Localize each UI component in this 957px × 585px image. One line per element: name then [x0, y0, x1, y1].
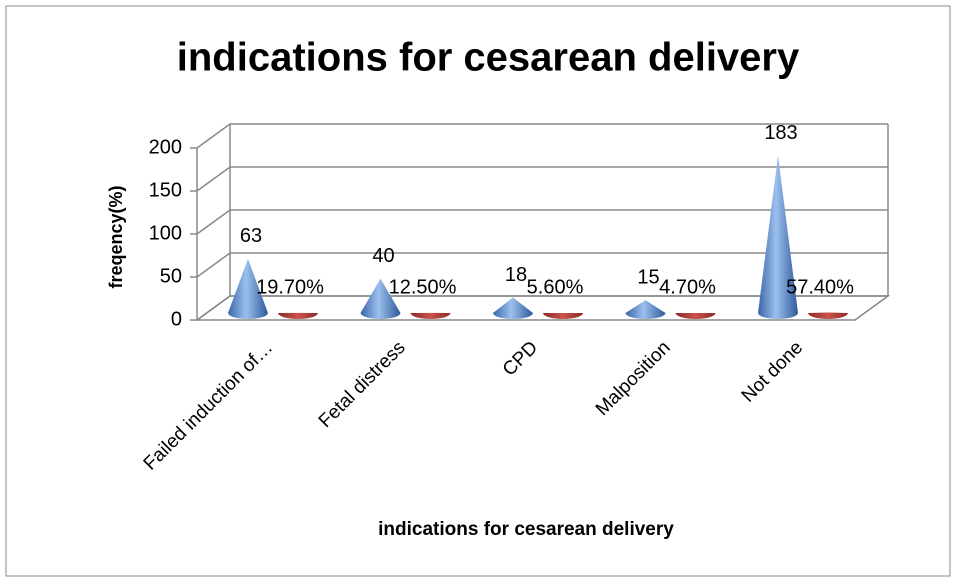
grid-line — [196, 166, 888, 192]
grid-line — [196, 295, 888, 321]
cone — [228, 258, 268, 319]
cone — [493, 297, 533, 319]
data-label: 5.60% — [527, 276, 584, 298]
y-tick-label: 150 — [149, 179, 182, 201]
y-tick-label: 0 — [171, 308, 182, 330]
cone — [625, 300, 666, 319]
cone — [360, 278, 401, 319]
x-axis-title: indications for cesarean delivery — [378, 519, 674, 540]
chart-title: indications for cesarean delivery — [177, 36, 800, 80]
y-tick-label: 200 — [149, 136, 182, 158]
grid-line — [196, 209, 888, 235]
data-label: 15 — [637, 266, 659, 288]
cone — [410, 312, 451, 319]
cone — [543, 312, 583, 319]
cone — [808, 312, 848, 319]
data-label: 57.40% — [786, 276, 854, 298]
cone — [675, 312, 716, 319]
data-label: 40 — [372, 245, 394, 267]
y-axis-title: freqency(%) — [106, 185, 126, 288]
cone — [758, 155, 798, 319]
data-label: 12.50% — [389, 276, 457, 298]
data-label: 183 — [764, 122, 797, 144]
y-tick-label: 50 — [160, 265, 182, 287]
data-label: 4.70% — [659, 276, 716, 298]
grid-line — [196, 252, 888, 278]
y-tick-label: 100 — [149, 222, 182, 244]
cone — [278, 312, 318, 319]
data-label: 63 — [240, 225, 262, 247]
data-label: 19.70% — [256, 276, 324, 298]
grid-line — [196, 123, 888, 149]
data-label: 18 — [505, 264, 527, 286]
